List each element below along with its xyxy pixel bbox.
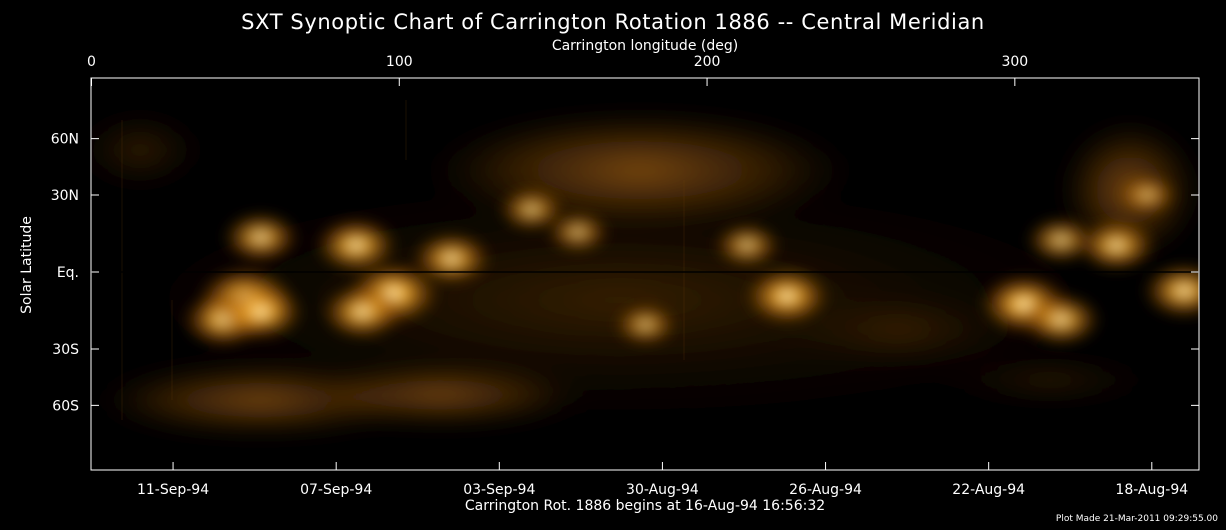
top-axis-tick-label: 0 — [87, 54, 96, 70]
bottom-axis-tick-label: 07-Sep-94 — [300, 482, 372, 498]
chart-title: SXT Synoptic Chart of Carrington Rotatio… — [241, 10, 985, 34]
active-region — [1074, 216, 1159, 274]
top-axis-label: Carrington longitude (deg) — [551, 38, 739, 54]
bottom-axis-tick-label: 30-Aug-94 — [626, 482, 699, 498]
active-region — [318, 282, 406, 342]
active-region — [1019, 291, 1103, 349]
bottom-axis-tick-label: 26-Aug-94 — [789, 482, 862, 498]
active-region — [544, 209, 612, 256]
bottom-axis-tick-label: 22-Aug-94 — [952, 482, 1025, 498]
rotation-start-caption: Carrington Rot. 1886 begins at 16-Aug-94… — [464, 498, 826, 514]
y-axis-tick-label: Eq. — [57, 265, 79, 281]
bottom-axis-tick-label: 03-Sep-94 — [463, 482, 535, 498]
plot-made-timestamp: Plot Made 21-Mar-2011 09:29:55.00 — [1055, 514, 1218, 524]
y-axis-tick-label: 60N — [51, 132, 79, 148]
active-region — [611, 301, 680, 348]
active-region — [1115, 173, 1180, 217]
bottom-axis-tick-label: 18-Aug-94 — [1115, 482, 1188, 498]
y-axis-tick-label: 30S — [52, 342, 79, 358]
top-axis-tick-label: 100 — [386, 54, 413, 70]
active-region — [215, 281, 306, 343]
top-axis-tick-label: 300 — [1001, 54, 1028, 70]
active-region — [220, 209, 302, 265]
y-axis-tick-label: 30N — [51, 188, 79, 204]
active-region — [1140, 261, 1199, 321]
active-region — [312, 215, 400, 275]
top-axis-tick-label: 200 — [694, 54, 721, 70]
bottom-axis-tick-label: 11-Sep-94 — [137, 482, 209, 498]
xray-image — [91, 78, 1199, 470]
active-region — [741, 265, 833, 327]
plot-frame — [90, 77, 1200, 471]
y-axis-tick-label: 60S — [52, 398, 79, 414]
chart-axes — [90, 77, 1200, 471]
active-region — [711, 221, 783, 270]
active-region — [409, 230, 494, 288]
